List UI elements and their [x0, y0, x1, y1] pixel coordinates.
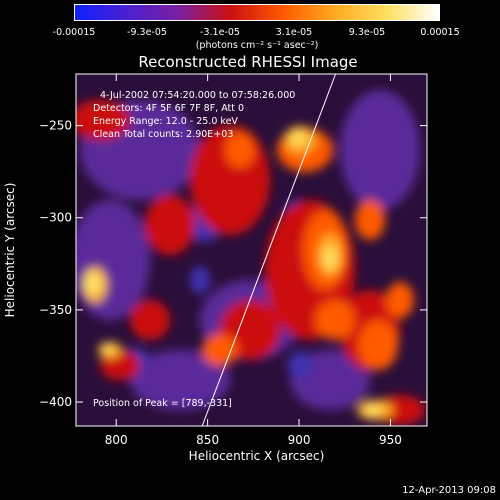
- x-tick-label: 800: [105, 433, 128, 447]
- intensity-blob: [102, 344, 114, 354]
- intensity-blob: [145, 195, 195, 255]
- image-blobs: [76, 90, 425, 425]
- intensity-blob: [190, 266, 210, 294]
- intensity-blob: [386, 282, 414, 318]
- peak-position-label: Position of Peak = [789,-331]: [93, 398, 232, 409]
- x-tick-label: 900: [288, 433, 311, 447]
- chart-title: Reconstructed RHESSI Image: [138, 53, 358, 71]
- intensity-blob: [340, 90, 420, 210]
- time-range-label: 4-Jul-2002 07:54:20.000 to 07:58:26.000: [100, 90, 296, 101]
- colorbar-tick: 3.1e-05: [275, 27, 313, 38]
- colorbar-tick: -0.00015: [52, 27, 96, 38]
- intensity-blob: [84, 271, 102, 295]
- intensity-blob: [288, 351, 312, 379]
- intensity-blob: [323, 246, 337, 270]
- y-tick-label: −250: [39, 119, 72, 133]
- y-tick-label: −300: [39, 211, 72, 225]
- energy-range-label: Energy Range: 12.0 - 25.0 keV: [93, 116, 238, 127]
- intensity-blob: [355, 200, 385, 240]
- colorbar: [74, 4, 440, 21]
- colorbar-tick: 0.00015: [420, 27, 460, 38]
- intensity-blob: [362, 404, 382, 416]
- x-tick-label: 950: [379, 433, 402, 447]
- intensity-blob: [315, 300, 355, 340]
- colorbar-units: (photons cm⁻² s⁻¹ asec⁻²): [195, 40, 319, 51]
- colorbar-tick: -3.1e-05: [200, 27, 240, 38]
- intensity-blob: [375, 395, 425, 425]
- y-tick-label: −350: [39, 303, 72, 317]
- intensity-blob: [202, 334, 238, 366]
- x-axis-label: Heliocentric X (arcsec): [189, 449, 325, 463]
- intensity-blob: [290, 131, 306, 145]
- clean-counts-label: Clean Total counts: 2.90E+03: [93, 129, 234, 140]
- intensity-blob: [130, 350, 230, 410]
- detectors-label: Detectors: 4F 5F 6F 7F 8F, Att 0: [93, 103, 245, 114]
- intensity-blob: [76, 100, 130, 140]
- colorbar-tick: 9.3e-05: [348, 27, 386, 38]
- intensity-blob: [225, 132, 255, 168]
- timestamp: 12-Apr-2013 09:08: [402, 485, 496, 496]
- x-tick-label: 850: [196, 433, 219, 447]
- plot-frame: [75, 73, 428, 427]
- y-axis-label: Heliocentric Y (arcsec): [3, 183, 17, 318]
- y-tick-label: −400: [39, 395, 72, 409]
- intensity-blob: [358, 320, 398, 370]
- intensity-blob: [130, 300, 170, 340]
- solar-limb-line: [201, 74, 337, 426]
- colorbar-tick: -9.3e-05: [127, 27, 167, 38]
